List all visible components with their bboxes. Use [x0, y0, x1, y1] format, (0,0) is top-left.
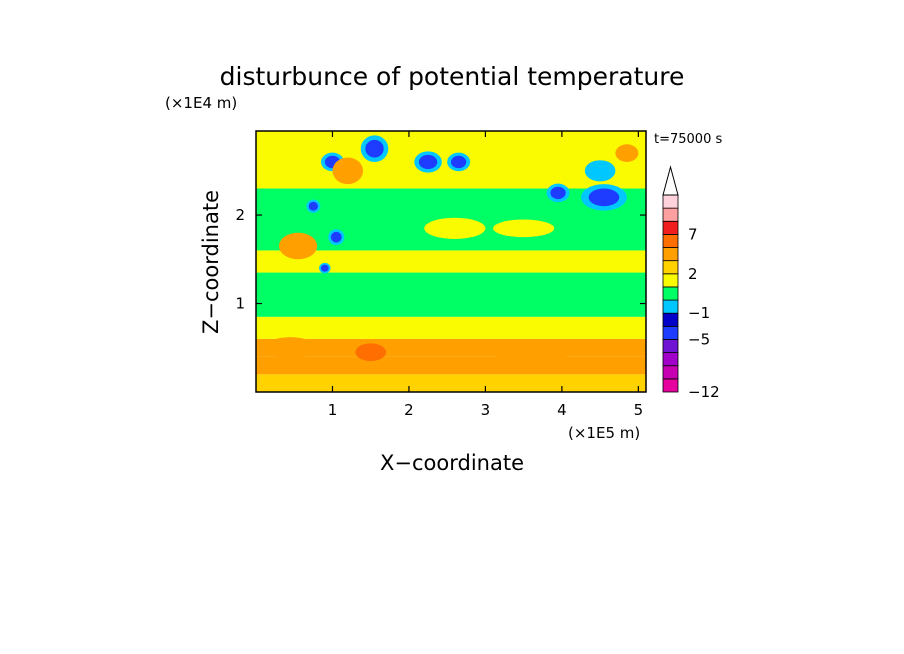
colorbar-segment	[662, 299, 679, 314]
field-feature	[451, 155, 467, 169]
chart-title: disturbunce of potential temperature	[220, 62, 685, 91]
colorbar-label: −5	[688, 330, 710, 348]
x-axis-label: X−coordinate	[380, 451, 524, 475]
colorbar-segment	[662, 273, 679, 288]
field-feature	[355, 343, 386, 362]
field-band	[256, 250, 646, 273]
x-tick-label: 2	[404, 401, 414, 419]
field-feature	[332, 157, 364, 185]
field-feature	[330, 231, 342, 243]
x-unit-label: (×1E5 m)	[568, 424, 640, 442]
field-feature	[588, 188, 620, 207]
colorbar-segment	[662, 260, 679, 275]
field-band	[256, 272, 646, 317]
x-tick-label: 5	[634, 401, 644, 419]
field-feature	[424, 217, 486, 239]
colorbar: 7 2 −1 −5 −12	[662, 165, 720, 401]
colorbar-segment	[662, 352, 679, 367]
y-axis-ticks: 12	[235, 206, 646, 313]
colorbar-label: 2	[688, 265, 698, 283]
colorbar-segment	[662, 207, 679, 222]
field-feature	[418, 154, 438, 170]
contour-field	[256, 131, 646, 392]
x-tick-label: 4	[557, 401, 567, 419]
colorbar-segment	[662, 286, 679, 301]
field-feature	[615, 144, 639, 162]
y-unit-label: (×1E4 m)	[165, 94, 237, 112]
x-axis-ticks: 1 2 3 4 5	[328, 131, 643, 419]
field-feature	[584, 160, 616, 182]
y-tick-label: 2	[235, 206, 245, 224]
field-feature	[308, 201, 318, 211]
field-feature	[365, 139, 384, 158]
field-feature	[278, 232, 318, 260]
colorbar-segment	[662, 365, 679, 380]
colorbar-segment	[662, 220, 679, 235]
colorbar-extend-arrow	[662, 165, 679, 196]
field-feature	[493, 219, 555, 238]
colorbar-segment	[662, 194, 679, 209]
colorbar-label: −1	[688, 304, 710, 322]
field-feature	[550, 186, 566, 200]
x-tick-label: 3	[481, 401, 491, 419]
colorbar-label: −12	[688, 383, 720, 401]
field-band	[256, 316, 646, 339]
colorbar-segment	[662, 233, 679, 248]
colorbar-segment	[662, 339, 679, 354]
colorbar-label: 7	[688, 225, 698, 243]
y-tick-label: 1	[235, 295, 245, 313]
field-band	[256, 374, 646, 392]
time-label: t=75000 s	[654, 132, 722, 147]
colorbar-segment	[662, 247, 679, 262]
y-axis-label: Z−coordinate	[199, 190, 223, 334]
colorbar-segment	[662, 325, 679, 340]
colorbar-segment	[662, 378, 679, 393]
x-tick-label: 1	[328, 401, 338, 419]
field-band	[256, 356, 646, 375]
field-feature	[493, 341, 570, 363]
colorbar-segment	[662, 312, 679, 327]
plot-frame	[255, 130, 647, 393]
field-feature	[263, 337, 318, 359]
field-feature	[321, 264, 329, 272]
plot-area	[255, 130, 647, 393]
